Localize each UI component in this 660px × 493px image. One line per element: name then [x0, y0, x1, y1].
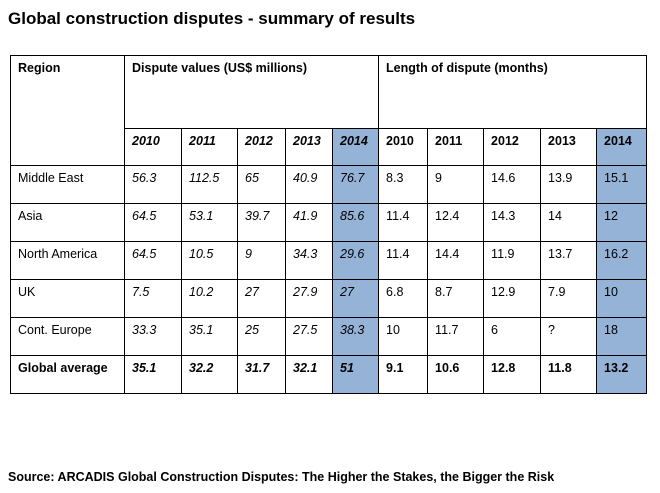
- dispute-value-cell: 35.1: [181, 317, 238, 356]
- region-cell: Middle East: [10, 165, 125, 204]
- dispute-value-cell: 27: [331, 279, 380, 318]
- region-cell: North America: [10, 241, 125, 280]
- dispute-value-cell: 9: [237, 241, 286, 280]
- year-header: 2013: [285, 128, 333, 166]
- region-header: Region: [10, 55, 125, 166]
- dispute-length-cell: 12.9: [483, 279, 542, 318]
- dispute-length-cell: 18: [596, 317, 648, 356]
- dispute-value-cell: 41.9: [285, 203, 333, 242]
- region-cell: Cont. Europe: [10, 317, 125, 356]
- dispute-value-cell: 32.1: [285, 355, 333, 394]
- year-header: 2011: [427, 128, 485, 166]
- dispute-length-cell: 14.6: [483, 165, 542, 204]
- dispute-length-cell: 14: [540, 203, 598, 242]
- dispute-length-cell: 11.8: [540, 355, 598, 394]
- dispute-value-cell: 34.3: [285, 241, 333, 280]
- dispute-length-cell: ?: [540, 317, 598, 356]
- dispute-length-cell: 11.7: [427, 317, 485, 356]
- dispute-length-cell: 11.9: [483, 241, 542, 280]
- dispute-value-cell: 32.2: [181, 355, 238, 394]
- dispute-length-header: Length of dispute (months): [378, 55, 648, 129]
- dispute-length-cell: 6: [483, 317, 542, 356]
- region-cell: Asia: [10, 203, 125, 242]
- dispute-value-cell: 85.6: [331, 203, 380, 242]
- dispute-value-cell: 10.5: [181, 241, 238, 280]
- dispute-length-cell: 10.6: [427, 355, 485, 394]
- dispute-value-cell: 51: [331, 355, 380, 394]
- dispute-value-cell: 10.2: [181, 279, 238, 318]
- dispute-length-cell: 11.4: [378, 241, 429, 280]
- dispute-length-cell: 14.3: [483, 203, 542, 242]
- year-header: 2010: [124, 128, 182, 166]
- dispute-value-cell: 25: [237, 317, 286, 356]
- dispute-value-cell: 7.5: [124, 279, 182, 318]
- dispute-value-cell: 27: [237, 279, 286, 318]
- dispute-length-cell: 10: [378, 317, 429, 356]
- table-row: Cont. Europe 33.3 35.1 25 27.5 38.3 10 11.7 6? 18: [10, 317, 648, 356]
- dispute-length-cell: 6.8: [378, 279, 429, 318]
- year-header: 2010: [378, 128, 429, 166]
- year-header: 2014: [596, 128, 648, 166]
- dispute-length-cell: 12: [596, 203, 648, 242]
- dispute-length-cell: 16.2: [596, 241, 648, 280]
- dispute-length-cell: 12.8: [483, 355, 542, 394]
- dispute-value-cell: 112.5: [181, 165, 238, 204]
- year-header: 2011: [181, 128, 238, 166]
- dispute-length-cell: 7.9: [540, 279, 598, 318]
- year-header-row: 2010 2011 2012 2013 2014 2010 2011 2012 …: [11, 128, 648, 166]
- dispute-value-cell: 64.5: [124, 203, 182, 242]
- dispute-value-cell: 35.1: [124, 355, 182, 394]
- header-row: Region Dispute values (US$ millions) Len…: [10, 55, 648, 166]
- year-header: 2013: [540, 128, 598, 166]
- dispute-value-cell: 56.3: [124, 165, 182, 204]
- dispute-length-cell: 8.3: [378, 165, 429, 204]
- dispute-length-cell: 8.7: [427, 279, 485, 318]
- dispute-value-cell: 27.5: [285, 317, 333, 356]
- table-row: Middle East 56.3 112.5 65 40.9 76.7 8.3 9 14.6 13…: [10, 165, 648, 204]
- region-cell: Global average: [10, 355, 125, 394]
- dispute-value-cell: 64.5: [124, 241, 182, 280]
- dispute-length-cell: 9.1: [378, 355, 429, 394]
- dispute-value-cell: 65: [237, 165, 286, 204]
- year-header: 2012: [483, 128, 542, 166]
- table-row: UK 7.5 10.2 27 27.9 27 6.8 8.7 12.9 7.9 10: [10, 279, 648, 318]
- dispute-length-cell: 13.9: [540, 165, 598, 204]
- dispute-value-cell: 76.7: [331, 165, 380, 204]
- table-row: Asia 64.5 53.1 39.7 41.9 85.6 11.4 12.4 14.3 14 12: [10, 203, 648, 242]
- dispute-length-cell: 15.1: [596, 165, 648, 204]
- dispute-value-cell: 39.7: [237, 203, 286, 242]
- dispute-value-cell: 38.3: [331, 317, 380, 356]
- dispute-length-cell: 14.4: [427, 241, 485, 280]
- dispute-length-cell: 12.4: [427, 203, 485, 242]
- region-cell: UK: [10, 279, 125, 318]
- dispute-value-cell: 29.6: [331, 241, 380, 280]
- dispute-length-cell: 13.2: [596, 355, 648, 394]
- dispute-length-cell: 11.4: [378, 203, 429, 242]
- dispute-length-cell: 9: [427, 165, 485, 204]
- source-note: Source: ARCADIS Global Construction Disp…: [8, 470, 555, 484]
- year-header: 2014: [331, 128, 380, 166]
- dispute-value-cell: 33.3: [124, 317, 182, 356]
- dispute-length-cell: 10: [596, 279, 648, 318]
- dispute-values-header: Dispute values (US$ millions): [123, 55, 380, 129]
- dispute-length-cell: 13.7: [540, 241, 598, 280]
- dispute-value-cell: 31.7: [237, 355, 286, 394]
- page-title: Global construction disputes - summary o…: [8, 9, 416, 28]
- year-header: 2012: [237, 128, 286, 166]
- dispute-value-cell: 40.9: [285, 165, 333, 204]
- summary-table: Region Dispute values (US$ millions) Len…: [10, 55, 648, 394]
- table-row: Global average 35.1 32.2 31.7 32.1 51 9.1 10.6 1…: [10, 355, 648, 394]
- table-row: North America 64.5 10.5 9 34.3 29.6 11.4 14.4 11…: [10, 241, 648, 280]
- dispute-value-cell: 27.9: [285, 279, 333, 318]
- dispute-value-cell: 53.1: [181, 203, 238, 242]
